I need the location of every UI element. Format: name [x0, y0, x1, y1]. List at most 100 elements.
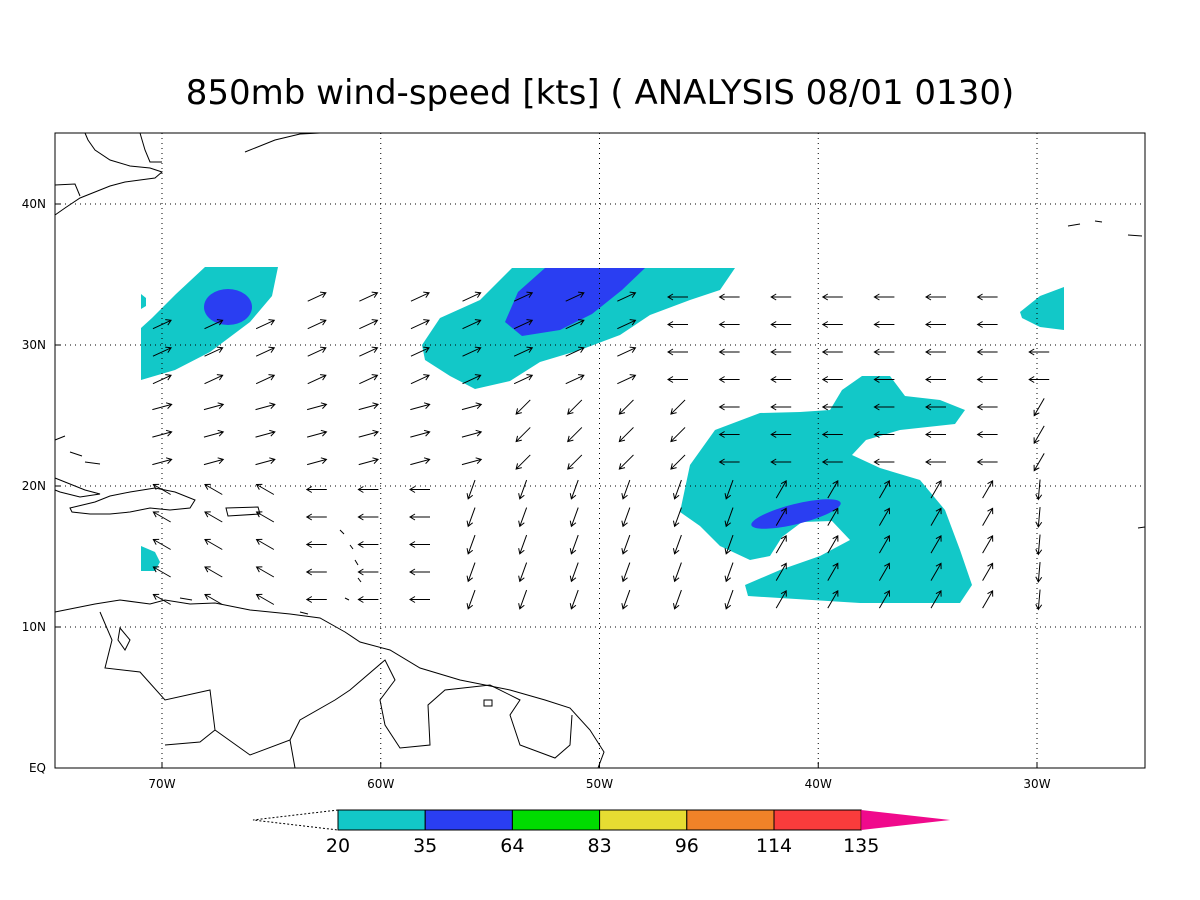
- wind-arrow: [718, 293, 740, 301]
- wind-arrow: [827, 562, 839, 581]
- wind-arrow: [617, 291, 637, 302]
- wind-arrow: [565, 346, 585, 357]
- wind-arrow: [621, 479, 631, 500]
- wind-arrow: [255, 319, 276, 330]
- wind-arrow: [925, 403, 946, 411]
- coastlines: [54, 132, 1146, 769]
- wind-arrow: [821, 458, 843, 466]
- island: [225, 506, 261, 517]
- wind-arrow: [255, 566, 275, 578]
- wind-arrow: [724, 507, 734, 528]
- wind-arrow: [667, 376, 688, 383]
- wind-arrow: [466, 589, 476, 610]
- wind-arrow: [672, 562, 682, 583]
- wind-arrow: [925, 431, 946, 438]
- wind-arrow: [982, 589, 994, 609]
- wind-arrow: [357, 568, 379, 576]
- wind-arrow: [718, 458, 740, 466]
- wind-arrow: [982, 479, 994, 499]
- wind-arrow: [409, 513, 430, 521]
- wind-arrow: [775, 589, 787, 609]
- wind-arrow: [152, 319, 172, 330]
- wind-arrow: [770, 321, 792, 328]
- wind-arrow: [617, 374, 637, 385]
- wind-arrow: [821, 293, 843, 301]
- graticule: [55, 133, 1145, 769]
- x-axis-label: 40W: [805, 777, 832, 791]
- shade-area: [751, 499, 841, 529]
- wind-arrow: [1028, 348, 1050, 356]
- y-axis-label: 30N: [22, 338, 46, 352]
- wind-arrow: [518, 507, 528, 528]
- shade-area: [141, 294, 146, 309]
- map-frame: [54, 132, 1146, 769]
- wind-arrow: [358, 429, 379, 438]
- wind-arrow: [409, 541, 430, 548]
- wind-arrow: [305, 541, 327, 548]
- wind-arrow: [930, 507, 942, 526]
- wind-arrow: [821, 348, 843, 356]
- wind-arrow: [203, 457, 225, 466]
- wind-arrow: [515, 399, 531, 415]
- wind-arrow: [873, 376, 895, 383]
- wind-arrow: [255, 483, 275, 495]
- wind-arrow: [305, 513, 327, 521]
- shade-area: [680, 376, 972, 603]
- colorbar-segment: [424, 809, 513, 831]
- wind-arrow: [204, 374, 224, 385]
- wind-arrow: [718, 431, 740, 438]
- wind-arrow: [518, 479, 528, 500]
- wind-arrow: [410, 374, 430, 385]
- wind-arrow: [255, 593, 275, 605]
- wind-arrow: [667, 348, 688, 356]
- wind-arrow: [410, 291, 430, 302]
- wind-arrow: [357, 486, 379, 493]
- wind-arrow: [1035, 479, 1043, 501]
- colorbar-above-triangle: [861, 810, 951, 830]
- shade-area: [141, 546, 160, 571]
- wind-arrow: [152, 457, 173, 466]
- wind-arrow: [466, 507, 476, 528]
- wind-arrow: [307, 291, 327, 302]
- wind-arrow: [518, 562, 528, 583]
- colorbar-label: 64: [500, 835, 524, 857]
- wind-arrow: [672, 507, 682, 528]
- wind-arrow: [976, 348, 998, 356]
- wind-arrow: [982, 534, 994, 554]
- wind-arrow: [724, 534, 734, 555]
- shade-area: [505, 268, 645, 336]
- wind-arrow: [204, 483, 223, 495]
- wind-arrow: [567, 399, 583, 415]
- wind-arrow: [152, 511, 171, 523]
- wind-arrow: [1028, 376, 1050, 383]
- wind-arrow: [152, 346, 172, 357]
- wind-arrow: [152, 483, 171, 495]
- wind-arrow: [152, 429, 173, 438]
- wind-speed-shading: [141, 267, 1064, 603]
- wind-arrow: [878, 562, 890, 581]
- wind-arrow: [670, 399, 686, 415]
- wind-arrow: [359, 291, 379, 302]
- wind-arrow: [357, 513, 379, 521]
- colorbar-label: 83: [588, 835, 612, 857]
- wind-arrow: [152, 538, 171, 550]
- wind-arrow: [873, 293, 895, 301]
- wind-arrow: [255, 457, 276, 466]
- wind-arrow: [1033, 425, 1045, 445]
- wind-arrow: [672, 479, 682, 500]
- wind-arrow: [827, 534, 839, 554]
- wind-arrow: [466, 534, 476, 555]
- wind-arrow: [617, 319, 637, 330]
- wind-arrow: [569, 534, 579, 555]
- wind-arrow: [359, 319, 379, 330]
- wind-arrow: [982, 507, 994, 526]
- wind-arrow: [466, 562, 476, 583]
- wind-arrow: [621, 534, 631, 555]
- wind-arrow: [724, 589, 734, 610]
- wind-arrow: [565, 374, 585, 385]
- wind-arrow: [775, 507, 787, 526]
- wind-arrow: [305, 596, 327, 603]
- wind-arrow: [621, 562, 631, 583]
